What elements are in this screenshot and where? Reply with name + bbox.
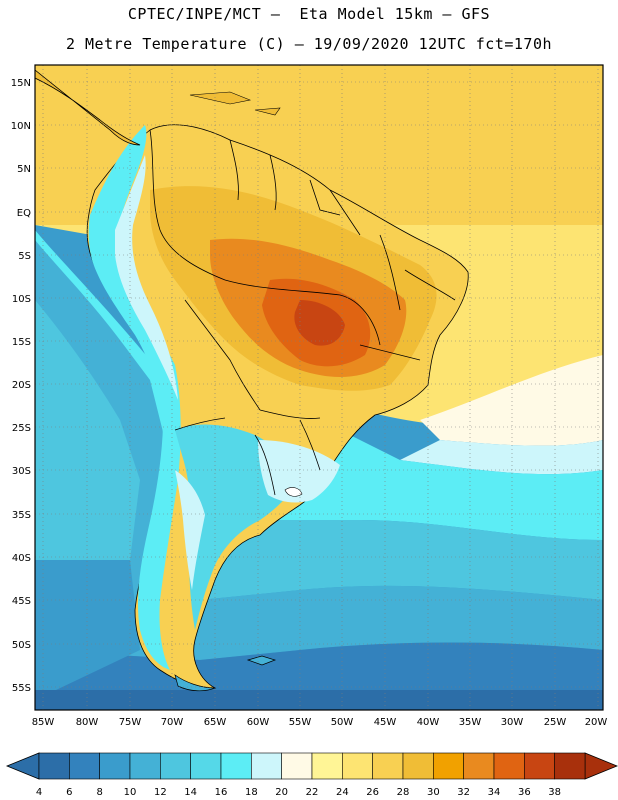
colorbar-tick-label: 36 — [518, 787, 531, 798]
latitude-labels: 15N 10N 5N EQ 5S 10S 15S 20S 25S 30S 35S… — [11, 78, 31, 694]
longitude-labels: 85W 80W 75W 70W 65W 60W 55W 50W 45W 40W … — [32, 717, 608, 728]
lon-label: 40W — [417, 717, 440, 728]
lon-label: 30W — [501, 717, 524, 728]
colorbar-swatch — [493, 752, 525, 780]
lat-label: 5S — [18, 251, 31, 262]
colorbar-swatch — [372, 752, 404, 780]
lon-label: 60W — [247, 717, 270, 728]
lon-label: 80W — [76, 717, 99, 728]
lat-label: EQ — [17, 208, 31, 219]
colorbar-tick-label: 12 — [154, 787, 167, 798]
colorbar-tick-label: 6 — [66, 787, 72, 798]
colorbar-tick-label: 10 — [124, 787, 137, 798]
colorbar-tick-label: 30 — [427, 787, 440, 798]
lat-label: 20S — [12, 380, 31, 391]
colorbar-tick-label: 22 — [306, 787, 319, 798]
colorbar-tick-label: 24 — [336, 787, 349, 798]
lon-label: 75W — [119, 717, 142, 728]
lon-label: 70W — [161, 717, 184, 728]
colorbar-swatch — [402, 752, 434, 780]
colorbar-swatch — [311, 752, 343, 780]
lat-label: 45S — [12, 596, 31, 607]
lon-label: 45W — [374, 717, 397, 728]
colorbar-swatch — [38, 752, 70, 780]
lat-label: 55S — [12, 683, 31, 694]
lon-label: 65W — [204, 717, 227, 728]
lat-label: 25S — [12, 423, 31, 434]
temperature-field — [35, 65, 603, 710]
lat-label: 15N — [11, 78, 31, 89]
colorbar-swatch — [99, 752, 131, 780]
lon-label: 25W — [544, 717, 567, 728]
colorbar-swatch — [251, 752, 282, 780]
lon-label: 85W — [32, 717, 55, 728]
lat-label: 5N — [17, 164, 31, 175]
colorbar-ticks: 4 6 8 10 12 14 16 18 20 22 24 26 28 30 32 34 36 38 — [36, 787, 561, 798]
lat-label: 15S — [12, 337, 31, 348]
colorbar-swatch — [220, 752, 252, 780]
colorbar-swatch — [160, 752, 191, 780]
lon-label: 35W — [459, 717, 482, 728]
colorbar-high-arrow — [584, 752, 618, 780]
colorbar-swatch — [524, 752, 555, 780]
colorbar-swatch — [433, 752, 464, 780]
map-gridlines — [35, 65, 603, 710]
colorbar-tick-label: 38 — [548, 787, 561, 798]
map-title-line1: CPTEC/INPE/MCT – Eta Model 15km – GFS — [127, 5, 491, 23]
colorbar-tick-label: 32 — [457, 787, 470, 798]
colorbar-swatch — [342, 752, 373, 780]
colorbar-tick-label: 8 — [96, 787, 102, 798]
colorbar-tick-label: 20 — [275, 787, 288, 798]
colorbar-swatch — [554, 752, 586, 780]
colorbar-swatch — [281, 752, 313, 780]
colorbar-tick-label: 26 — [366, 787, 379, 798]
country-borders — [149, 129, 456, 496]
colorbar-tick-label: 16 — [215, 787, 228, 798]
lat-label: 10S — [12, 294, 31, 305]
colorbar-swatch — [69, 752, 100, 780]
map-frame — [34, 64, 604, 711]
lat-label: 40S — [12, 553, 31, 564]
colorbar-swatch — [463, 752, 495, 780]
colorbar-swatch — [129, 752, 161, 780]
colorbar-tick-label: 18 — [245, 787, 258, 798]
colorbar-tick-label: 14 — [184, 787, 197, 798]
colorbar-swatches — [38, 752, 586, 780]
colorbar-legend: 4 6 8 10 12 14 16 18 20 22 24 26 28 30 32 34 36 38 — [5, 752, 618, 798]
colorbar-tick-label: 4 — [36, 787, 42, 798]
lon-label: 55W — [289, 717, 312, 728]
colorbar-tick-label: 28 — [397, 787, 410, 798]
colorbar-low-arrow — [5, 752, 40, 780]
lat-label: 10N — [11, 121, 31, 132]
lat-label: 50S — [12, 640, 31, 651]
lat-label: 35S — [12, 510, 31, 521]
lon-label: 20W — [585, 717, 608, 728]
colorbar-swatch — [190, 752, 222, 780]
lon-label: 50W — [331, 717, 354, 728]
lat-label: 30S — [12, 466, 31, 477]
map-title-line2: 2 Metre Temperature (C) – 19/09/2020 12U… — [65, 35, 553, 53]
colorbar-tick-label: 34 — [488, 787, 501, 798]
